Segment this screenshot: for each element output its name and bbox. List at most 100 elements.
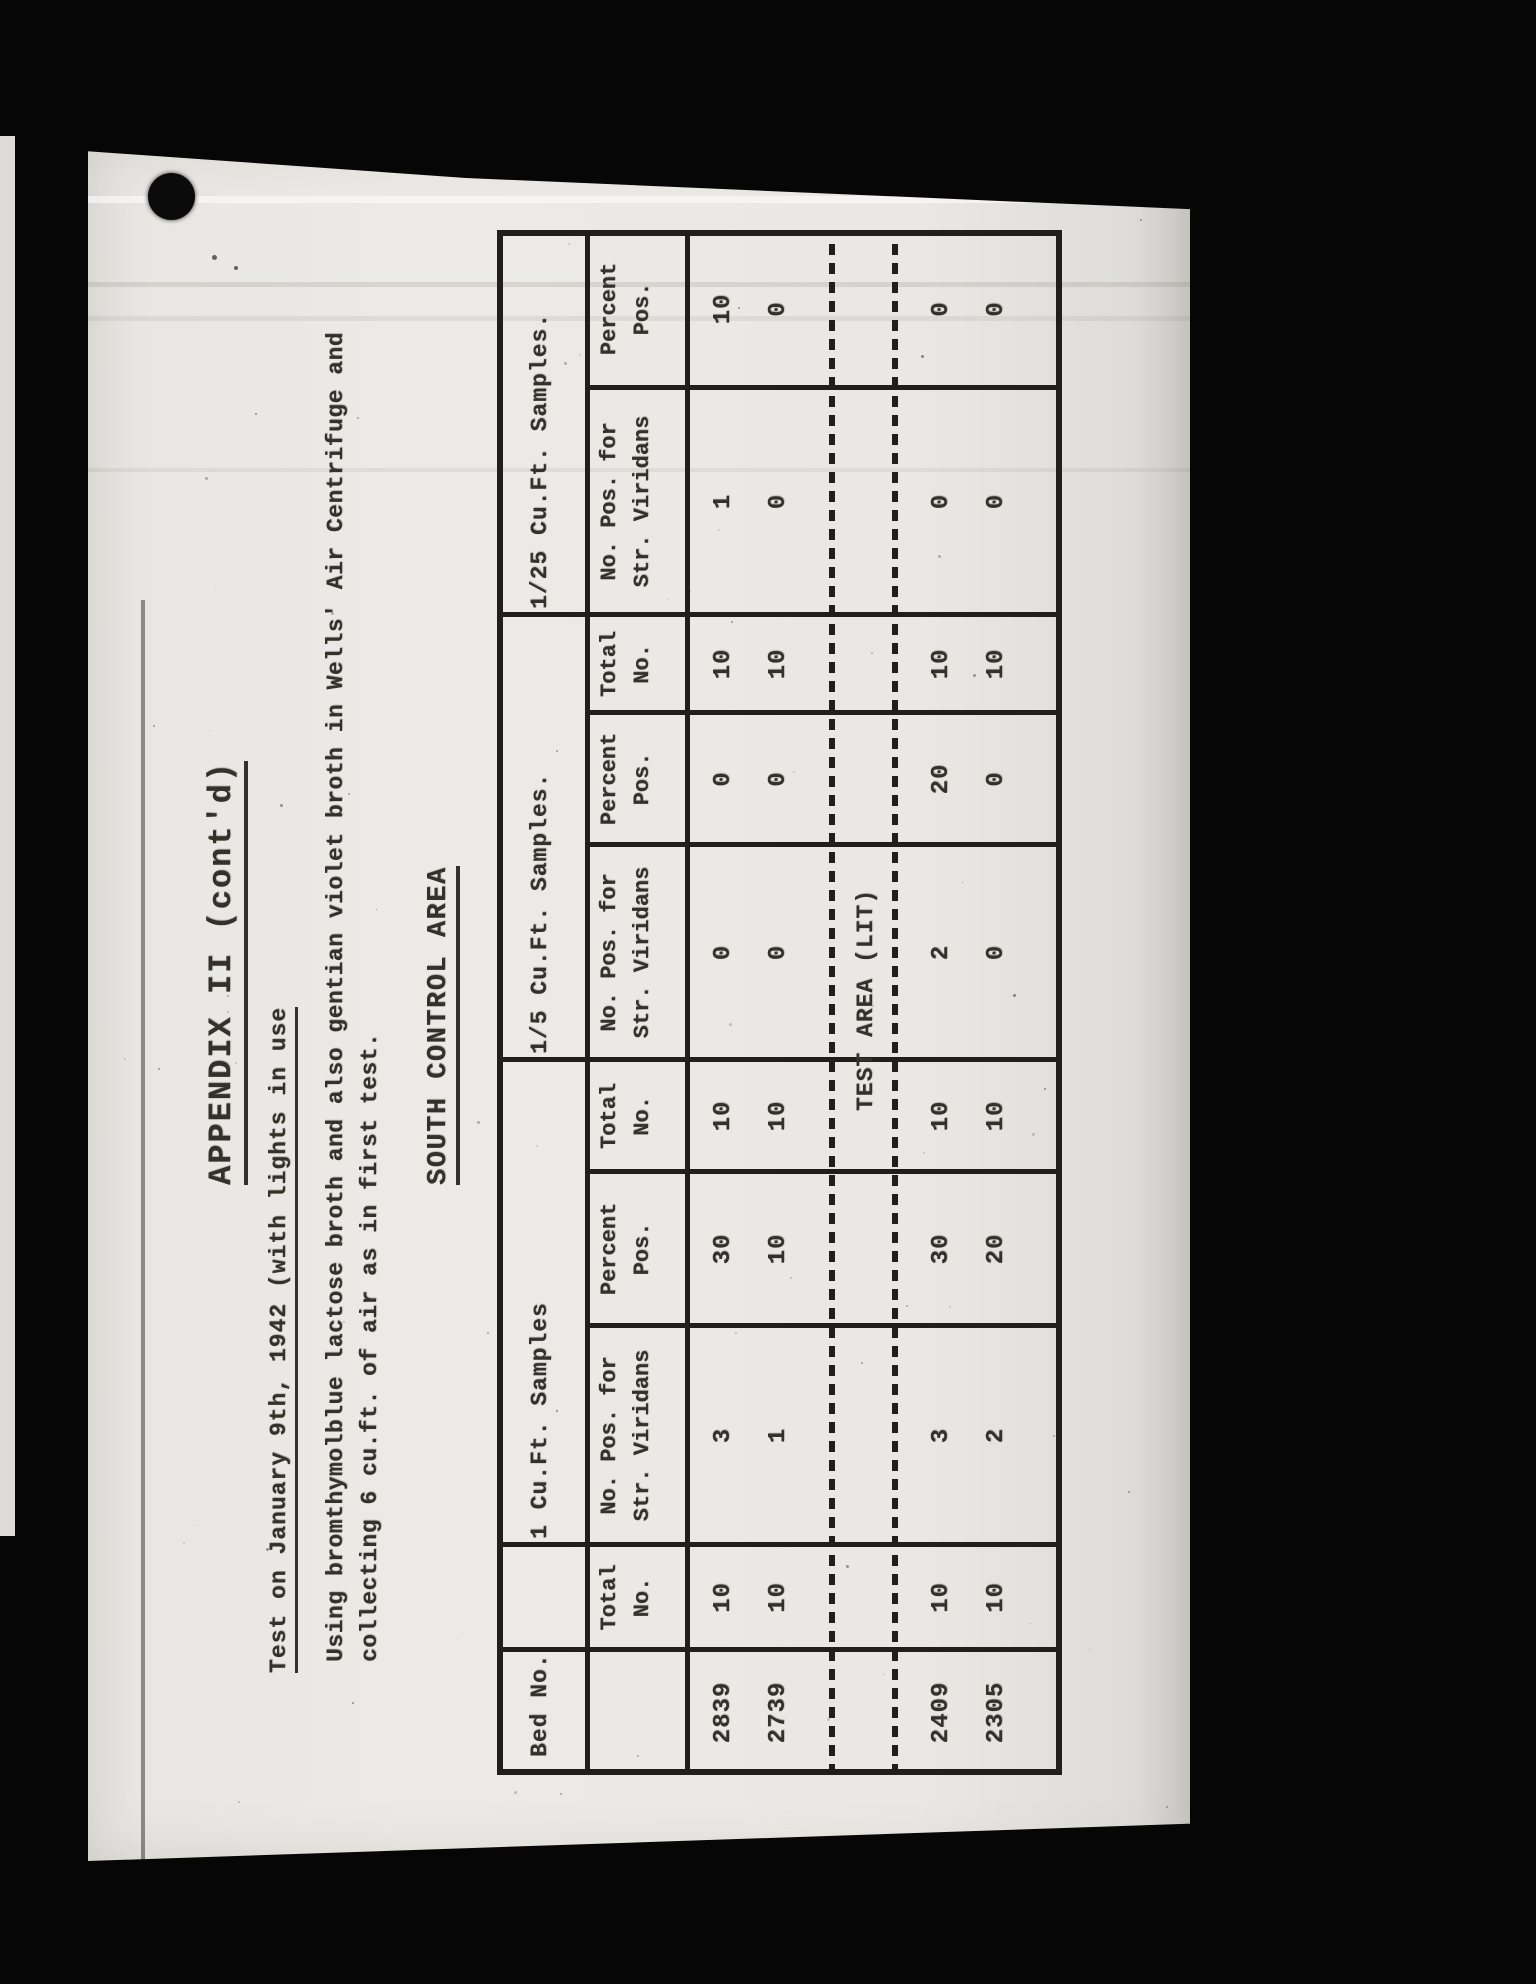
table-value: 10 xyxy=(710,1100,737,1132)
scan-noise-speck xyxy=(883,1674,884,1675)
section-title: SOUTH CONTROL AREA xyxy=(424,866,460,1185)
scan-noise-speck xyxy=(718,529,720,531)
scan-noise-speck xyxy=(357,417,359,419)
scan-noise-speck xyxy=(1053,1435,1055,1437)
scan-noise-speck xyxy=(514,1791,517,1794)
scan-noise-speck xyxy=(238,1801,240,1803)
scan-noise-speck xyxy=(1044,1088,1046,1090)
subheader-percent: Percent Pos. xyxy=(597,1202,655,1296)
scan-noise-speck xyxy=(198,1525,199,1526)
scan-noise-speck xyxy=(949,1306,951,1308)
table-value: 0 xyxy=(765,771,792,787)
table-value: 2 xyxy=(928,944,955,961)
table-line xyxy=(685,230,690,1775)
scan-noise-speck xyxy=(1000,1690,1002,1692)
scan-noise-speck xyxy=(735,1332,737,1334)
table-value: 0 xyxy=(983,771,1010,787)
table-value: 20 xyxy=(928,763,955,795)
scan-noise-speck xyxy=(556,750,558,752)
scan-noise-speck xyxy=(227,1011,229,1013)
scan-noise-speck xyxy=(227,995,229,997)
table-value: 0 xyxy=(765,493,792,510)
scan-noise-speck xyxy=(579,354,581,356)
table-value: 10 xyxy=(765,1582,792,1613)
table-value: 1 xyxy=(710,493,737,510)
group-header-1-25cuft: 1/25 Cu.Ft. Samples. xyxy=(527,312,553,609)
punch-hole xyxy=(148,173,195,220)
table-value: 10 xyxy=(983,1100,1010,1132)
subheader-total: Total No. xyxy=(597,1083,655,1150)
table-value: 0 xyxy=(765,301,792,317)
scan-noise-speck xyxy=(637,1755,639,1757)
table-value: 10 xyxy=(765,1100,792,1132)
dashed-divider-line xyxy=(829,230,835,1775)
table-value: 0 xyxy=(765,944,792,961)
scan-noise-speck xyxy=(1166,1806,1168,1808)
scan-noise-speck xyxy=(790,1277,792,1279)
scan-noise-speck xyxy=(331,612,334,615)
scan-noise-speck xyxy=(564,362,567,365)
scan-noise-speck xyxy=(1089,1649,1090,1650)
table-value: 30 xyxy=(928,1233,955,1265)
ink-speck xyxy=(212,255,217,260)
scanner-bed-black-right xyxy=(1190,0,1536,1984)
bed-number: 2409 xyxy=(928,1681,955,1744)
table-value: 10 xyxy=(928,648,955,680)
table-value: 3 xyxy=(710,1427,737,1444)
scan-noise-speck xyxy=(827,1718,830,1721)
table-value: 3 xyxy=(928,1427,955,1444)
scan-noise-speck xyxy=(1140,219,1142,221)
subheader-total: Total No. xyxy=(597,1564,655,1631)
paper-sheet xyxy=(86,138,1192,1866)
scan-noise-speck xyxy=(731,621,733,623)
table-line xyxy=(585,230,590,1775)
table-value: 0 xyxy=(983,944,1010,961)
scan-noise-speck xyxy=(729,1023,732,1026)
scan-noise-speck xyxy=(789,1545,791,1547)
scan-noise-speck xyxy=(556,1410,558,1412)
results-table: Bed No. 1 Cu.Ft. Samples 1/5 Cu.Ft. Samp… xyxy=(497,230,1062,1775)
table-value: 10 xyxy=(765,648,792,680)
scan-noise-speck xyxy=(560,1793,562,1795)
table-value: 30 xyxy=(710,1233,737,1265)
scan-noise-speck xyxy=(861,1362,863,1364)
scan-noise-speck xyxy=(457,1638,458,1639)
table-value: 0 xyxy=(710,771,737,787)
table-value: 10 xyxy=(710,1582,737,1613)
table-value: 10 xyxy=(928,1582,955,1613)
scan-streak xyxy=(86,468,1192,472)
scan-streak xyxy=(86,316,1192,321)
table-value: 10 xyxy=(765,1233,792,1265)
appendix-title: APPENDIX II (cont'd) xyxy=(203,760,248,1185)
table-value: 10 xyxy=(710,293,737,325)
scan-noise-speck xyxy=(348,793,350,795)
table-value: 1 xyxy=(765,1427,792,1444)
table-value: 10 xyxy=(983,648,1010,680)
scan-noise-speck xyxy=(280,804,283,807)
scan-noise-speck xyxy=(667,599,668,600)
subheader-pos: No. Pos. for Str. Viridans xyxy=(597,415,655,588)
scan-noise-speck xyxy=(1032,1133,1035,1136)
scan-noise-speck xyxy=(738,307,740,309)
scan-noise-speck xyxy=(793,771,795,773)
scan-noise-speck xyxy=(1030,1623,1031,1624)
scan-noise-speck xyxy=(210,730,211,731)
subheader-percent: Percent Pos. xyxy=(597,732,655,826)
scan-noise-speck xyxy=(266,1548,269,1551)
scan-noise-speck xyxy=(205,477,208,480)
scan-noise-speck xyxy=(158,1068,160,1070)
scan-noise-speck xyxy=(215,586,216,587)
scan-noise-speck xyxy=(1013,994,1016,997)
subheader-total: Total No. xyxy=(597,631,655,698)
scan-noise-speck xyxy=(938,555,941,558)
scan-noise-speck xyxy=(153,725,155,727)
scan-noise-speck xyxy=(536,1145,538,1147)
table-value: 0 xyxy=(983,301,1010,317)
table-value: 10 xyxy=(983,1582,1010,1613)
test-area-divider-label: TEST AREA (LIT) xyxy=(853,888,879,1111)
bed-number: 2739 xyxy=(765,1681,792,1744)
scan-noise-speck xyxy=(871,652,873,654)
scan-noise-speck xyxy=(846,1565,849,1568)
scan-noise-speck xyxy=(352,1702,354,1704)
